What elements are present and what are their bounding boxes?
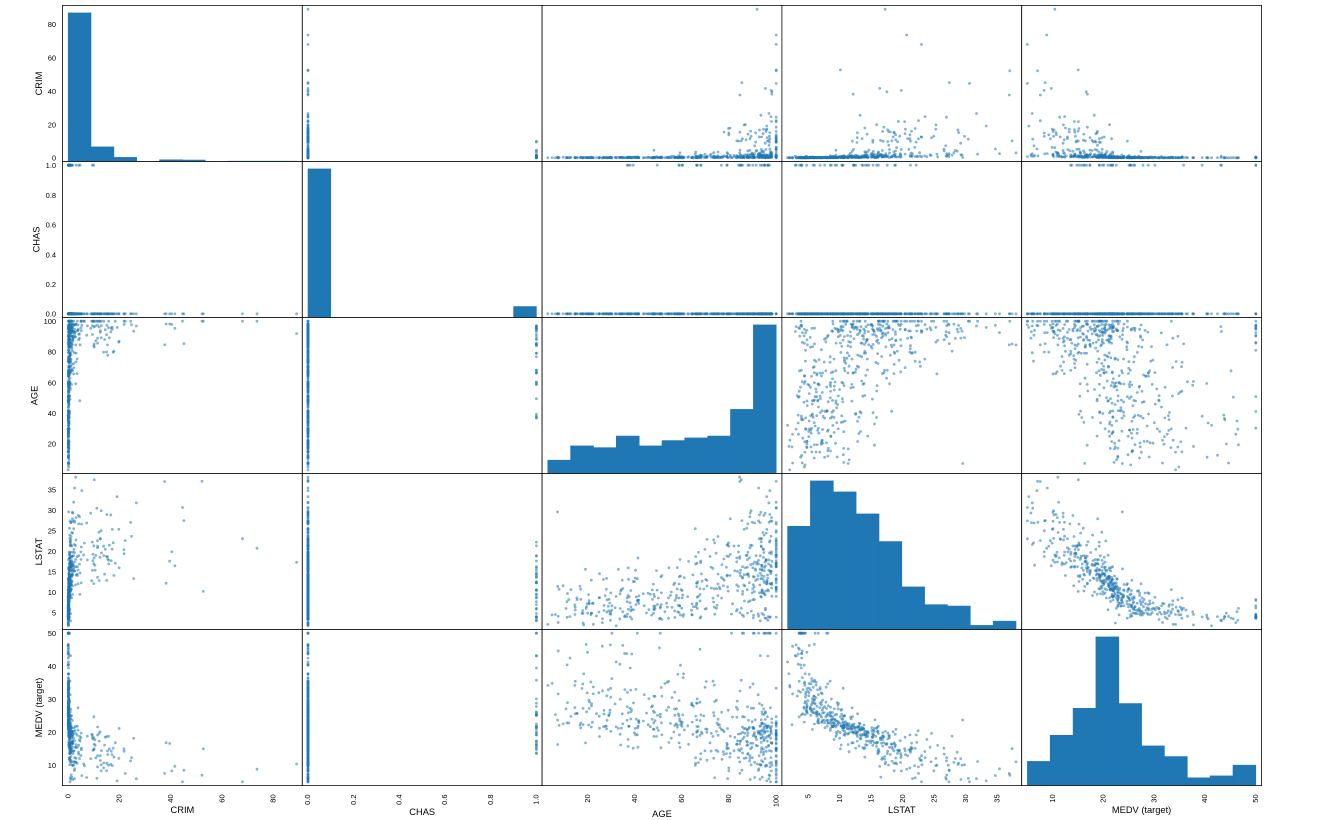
svg-text:0.6: 0.6	[46, 221, 56, 230]
svg-text:0.4: 0.4	[46, 250, 56, 259]
svg-text:0.2: 0.2	[46, 280, 56, 289]
svg-text:0.8: 0.8	[46, 191, 56, 200]
svg-text:CHAS: CHAS	[32, 227, 42, 253]
svg-text:0.0: 0.0	[46, 310, 56, 319]
svg-text:1.0: 1.0	[46, 161, 56, 170]
svg-text:80: 80	[48, 20, 56, 29]
svg-text:60: 60	[48, 378, 56, 387]
svg-text:100: 100	[44, 317, 57, 326]
svg-text:AGE: AGE	[29, 386, 39, 406]
svg-text:60: 60	[48, 54, 56, 63]
svg-text:40: 40	[48, 87, 56, 96]
svg-text:CRIM: CRIM	[34, 72, 44, 96]
svg-text:80: 80	[48, 348, 56, 357]
svg-text:40: 40	[48, 409, 56, 418]
svg-text:20: 20	[48, 440, 56, 449]
svg-text:0: 0	[52, 154, 56, 163]
svg-text:20: 20	[48, 120, 56, 129]
